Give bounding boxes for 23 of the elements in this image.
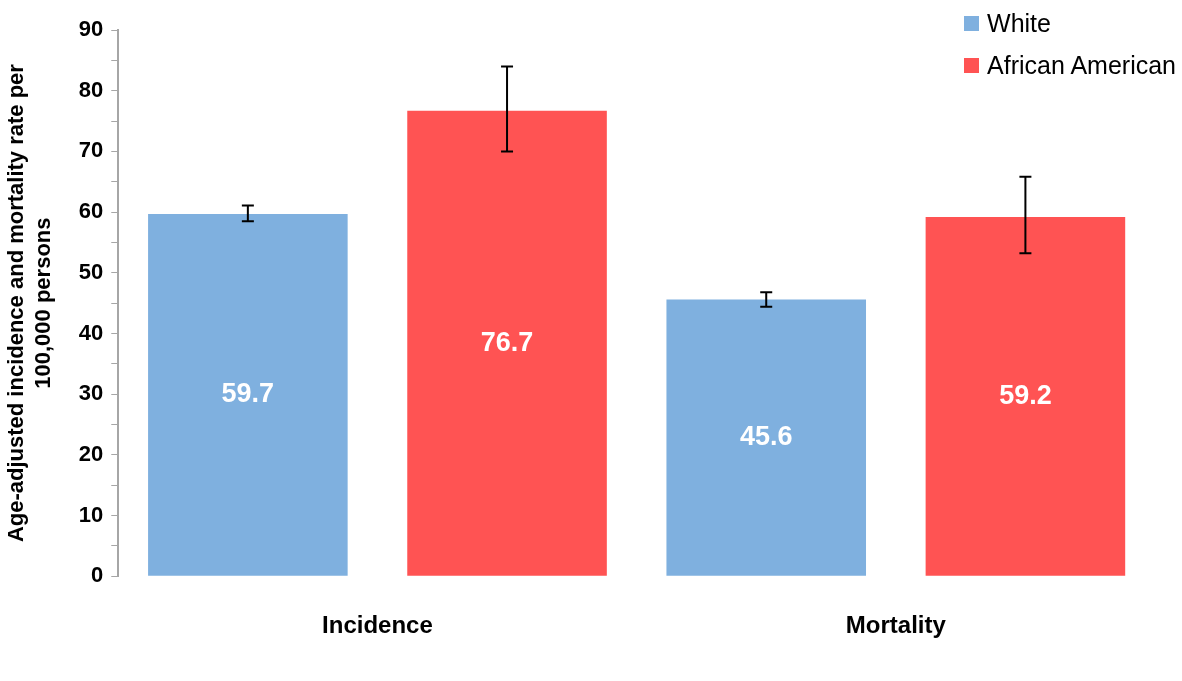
y-axis-title: Age-adjusted incidence and mortality rate per 100,000 persons xyxy=(3,63,55,543)
y-tick-label: 20 xyxy=(78,440,104,466)
bar xyxy=(407,110,607,576)
y-tick-label: 60 xyxy=(78,198,104,224)
bar xyxy=(925,216,1126,576)
data-label: 59.7 xyxy=(221,378,275,409)
data-label: 59.2 xyxy=(999,379,1052,410)
y-tick-label: 40 xyxy=(78,319,104,345)
bar xyxy=(148,213,348,576)
y-tick-label: 10 xyxy=(78,501,104,527)
y-tick-label: 70 xyxy=(78,137,104,163)
legend-label: White xyxy=(987,8,1051,38)
x-tick-label: Incidence xyxy=(322,611,433,639)
data-label: 45.6 xyxy=(739,421,793,452)
y-tick-label: 50 xyxy=(78,258,104,284)
y-tick-label: 80 xyxy=(78,76,104,102)
data-label: 76.7 xyxy=(480,326,534,357)
y-tick-label: 0 xyxy=(91,562,104,588)
y-tick-label: 90 xyxy=(78,16,104,42)
legend-label: African American xyxy=(987,50,1176,80)
bar xyxy=(666,299,867,576)
x-tick-label: Mortality xyxy=(845,611,947,639)
y-tick-label: 30 xyxy=(78,380,104,406)
